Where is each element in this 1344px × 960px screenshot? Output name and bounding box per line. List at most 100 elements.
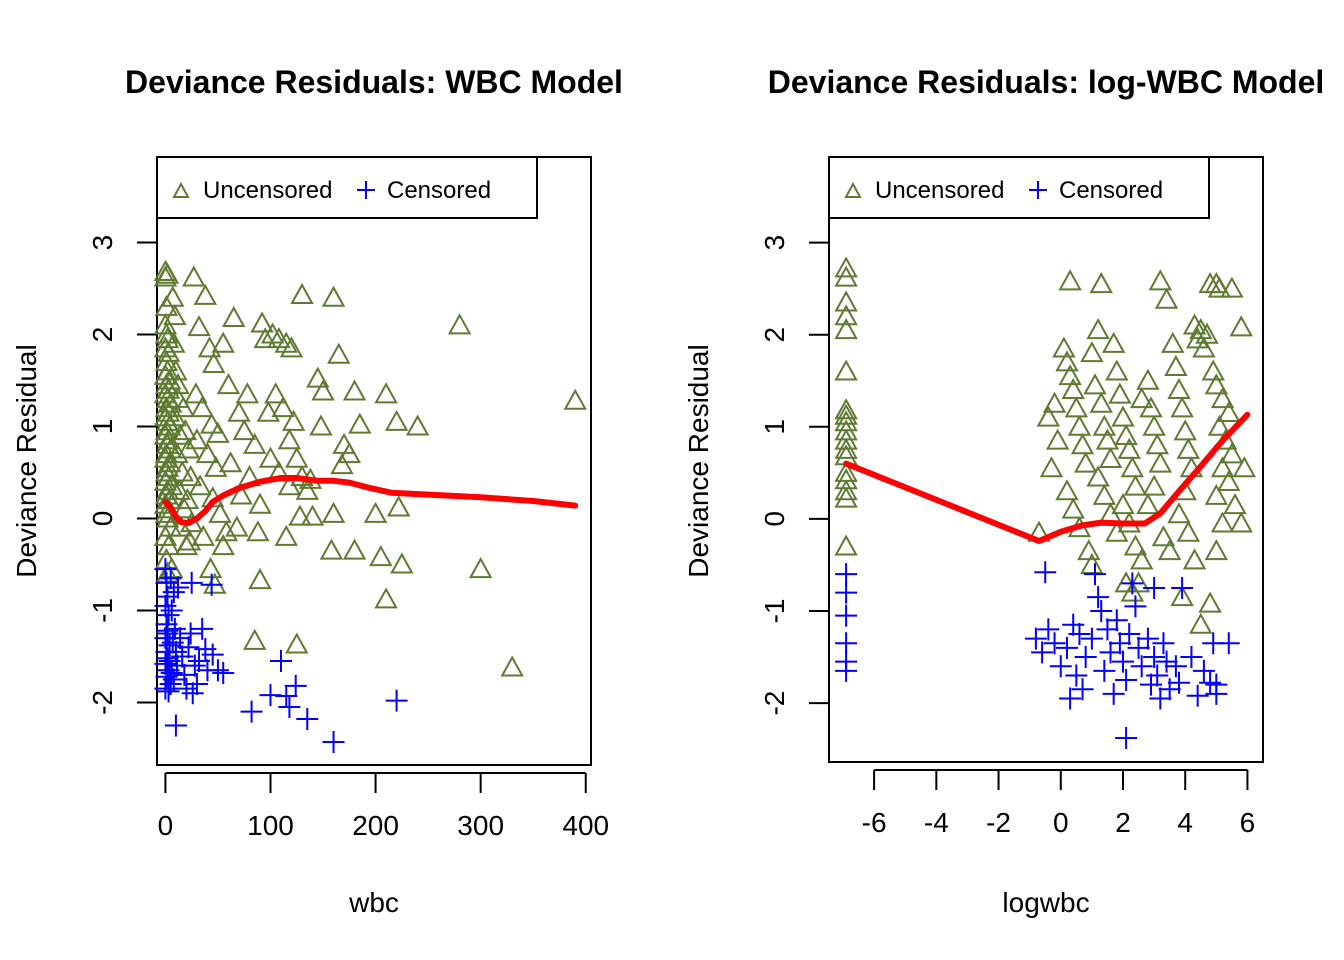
uncensored-point [178,465,203,487]
uncensored-point [834,318,858,340]
censored-point [164,714,187,737]
uncensored-point [211,534,235,556]
uncensored-point [1204,483,1229,505]
uncensored-point [1204,373,1229,395]
legend: Uncensored Censored [828,156,1210,219]
legend-label-uncensored: Uncensored [203,177,332,204]
x-tick-label: 6 [1240,807,1256,838]
uncensored-point [277,474,302,496]
censored-point [835,563,858,586]
uncensored-point [1148,451,1173,473]
censored-point [1096,618,1119,641]
y-axis-label: Deviance Residual [683,344,714,577]
censored-point [200,573,223,596]
censored-point [1205,673,1228,696]
uncensored-point [1067,414,1092,436]
uncensored-point [1080,552,1104,574]
uncensored-point [1170,585,1194,607]
censored-point [1202,632,1225,655]
uncensored-point [216,373,241,395]
censored-point [1127,636,1150,659]
uncensored-point [188,474,212,496]
uncensored-point [1148,269,1173,291]
uncensored-point [1042,391,1067,413]
uncensored-point [158,391,183,413]
uncensored-point [1058,269,1082,291]
censored-point [322,731,345,754]
uncensored-point [264,382,288,404]
uncensored-point [169,515,193,537]
uncensored-point [1176,520,1201,542]
censored-point [278,696,301,719]
uncensored-point [171,396,195,418]
censored-point [835,604,858,627]
uncensored-point [1210,511,1235,533]
uncensored-points [834,256,1257,634]
uncensored-point [195,442,220,464]
censored-point [1087,586,1110,609]
uncensored-point [1161,331,1185,353]
censored-point [1168,671,1190,694]
uncensored-point [182,265,206,287]
uncensored-point [384,409,409,431]
uncensored-point [173,419,198,441]
uncensored-point [1195,322,1219,344]
censored-point [157,604,180,627]
uncensored-point [1217,470,1241,492]
censored-point [1062,613,1085,636]
uncensored-point [1039,456,1064,478]
censored-point [1105,609,1128,632]
uncensored-point [253,327,277,349]
uncensored-point [834,486,858,508]
uncensored-point [167,478,191,500]
censored-point [156,585,179,608]
censored-point [177,636,200,659]
uncensored-point [1173,419,1197,441]
y-tick-label: 2 [759,327,790,343]
uncensored-point [285,446,309,468]
censored-point [1056,636,1078,659]
censored-point [270,650,292,673]
uncensored-point [1073,451,1098,473]
uncensored-point [290,282,314,304]
uncensored-point [348,412,372,434]
censored-point [1155,650,1178,673]
uncensored-point [243,628,267,650]
uncensored-point [187,315,211,337]
uncensored-point [500,655,524,677]
uncensored-point [246,520,270,542]
uncensored-point [1101,331,1126,353]
censored-point [1158,678,1181,701]
censored-point [1102,682,1125,705]
uncensored-point [834,398,858,420]
censored-point [160,599,183,622]
censored-point [1059,687,1082,710]
x-tick-label: 200 [352,810,399,841]
uncensored-point [166,373,190,395]
uncensored-point [1210,456,1235,478]
censored-point [154,677,177,700]
censored-point [1121,572,1144,595]
uncensored-point [1176,437,1201,459]
censored-point [167,576,190,599]
censored-point [1115,669,1138,692]
y-axis: -2 -1 0 1 2 3 [759,235,829,716]
censored-point [1186,684,1209,707]
censored-point [191,617,214,640]
uncensored-point [1129,387,1154,409]
uncensored-point [1136,368,1160,390]
uncensored-point [153,259,178,281]
uncensored-point [321,285,346,307]
uncensored-point [1114,423,1138,446]
uncensored-point [1189,318,1213,340]
censored-point [1068,623,1091,646]
uncensored-point [1086,465,1110,487]
legend-box [828,156,1210,219]
censored-point [179,622,202,645]
uncensored-point [285,632,309,654]
uncensored-point [374,587,398,609]
uncensored-point [1157,539,1182,561]
uncensored-point [155,262,180,284]
uncensored-point [191,524,215,546]
